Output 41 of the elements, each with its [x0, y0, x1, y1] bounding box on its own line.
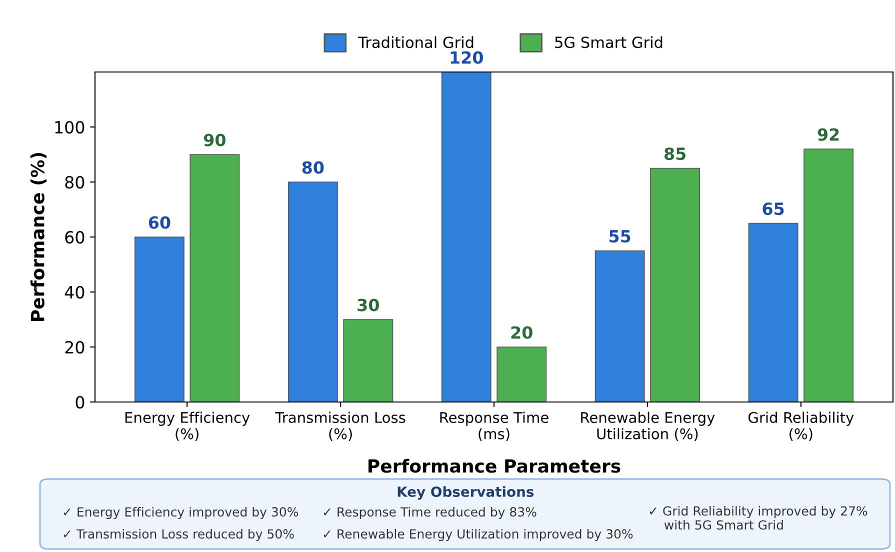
data-label: 60 — [148, 216, 170, 229]
bar — [804, 148, 854, 402]
bar — [134, 236, 184, 402]
y-tick-label: 40 — [64, 286, 84, 299]
text: ✓ Energy Efficiency improved by 30% — [64, 506, 298, 520]
bar — [748, 222, 798, 402]
data-label: 65 — [762, 202, 784, 216]
x-axis-title: Performance Parameters — [368, 458, 620, 473]
x-tick-label: Energy Efficiency (%) — [125, 412, 250, 442]
x-tick-label: Response Time (ms) — [440, 412, 548, 442]
data-label: 120 — [450, 51, 483, 64]
text: ✓ Transmission Loss reduced by 50% — [64, 528, 294, 542]
bar — [594, 250, 645, 402]
bar — [288, 182, 338, 402]
legend-label: Traditional Grid — [358, 36, 474, 48]
y-tick-label: 80 — [65, 176, 84, 189]
data-label: 80 — [302, 161, 324, 174]
bar — [441, 72, 492, 402]
text: Key Observations — [398, 486, 534, 500]
text: ✓ Grid Reliability improved by 27% with 5G Smart Grid — [650, 506, 868, 530]
text: ✓ Renewable Energy Utilization improved by 30% — [324, 528, 633, 542]
bar — [190, 154, 240, 402]
data-label: 20 — [511, 326, 532, 339]
x-tick-label: Grid Reliability (%) — [748, 412, 854, 442]
bar — [496, 346, 547, 402]
data-label: 30 — [358, 298, 379, 312]
text: ✓ Response Time reduced by 83% — [324, 506, 536, 520]
y-tick-label: 100 — [55, 120, 84, 134]
data-label: 90 — [204, 134, 226, 146]
y-tick-label: 20 — [65, 340, 84, 354]
data-label: 85 — [664, 147, 686, 160]
y-tick-label: 60 — [65, 230, 84, 244]
bar — [343, 319, 394, 402]
x-tick-label: Transmission Loss (%) — [275, 412, 406, 442]
bar — [650, 168, 700, 402]
y-axis-title: Performance (%) — [30, 152, 47, 321]
x-tick-label: Renewable Energy Utilization (%) — [581, 412, 715, 442]
legend-label: 5G Smart Grid — [555, 36, 662, 48]
data-label: 55 — [610, 230, 630, 243]
data-label: 92 — [818, 128, 839, 141]
y-tick-label: 0 — [76, 396, 84, 409]
